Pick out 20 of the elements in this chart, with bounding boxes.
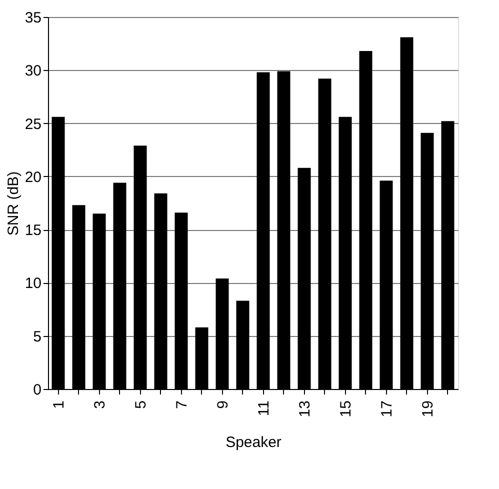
y-tick-label: 25 xyxy=(24,116,42,133)
y-axis-title: SNR (dB) xyxy=(4,171,22,236)
x-axis-title: Speaker xyxy=(226,434,282,452)
x-tick-label: 3 xyxy=(91,400,108,409)
x-tick-label: 15 xyxy=(337,400,354,418)
y-tick-label: 10 xyxy=(24,275,42,292)
x-tick-label: 11 xyxy=(255,400,272,416)
x-tick-label: 19 xyxy=(419,400,436,418)
y-tick-label: 30 xyxy=(24,62,42,80)
y-tick-label: 20 xyxy=(24,168,42,186)
y-tick-label: 15 xyxy=(24,222,42,240)
x-tick-label: 13 xyxy=(296,400,314,418)
y-tick-label: 5 xyxy=(33,328,42,346)
x-tick-label: 17 xyxy=(378,400,396,418)
y-tick-label: 35 xyxy=(24,10,42,26)
x-tick-label: 1 xyxy=(50,400,68,409)
y-tick-label: 0 xyxy=(33,382,42,398)
x-tick-label: 9 xyxy=(214,400,232,409)
x-tick-label: 5 xyxy=(132,400,150,409)
x-tick-label: 7 xyxy=(173,400,190,409)
